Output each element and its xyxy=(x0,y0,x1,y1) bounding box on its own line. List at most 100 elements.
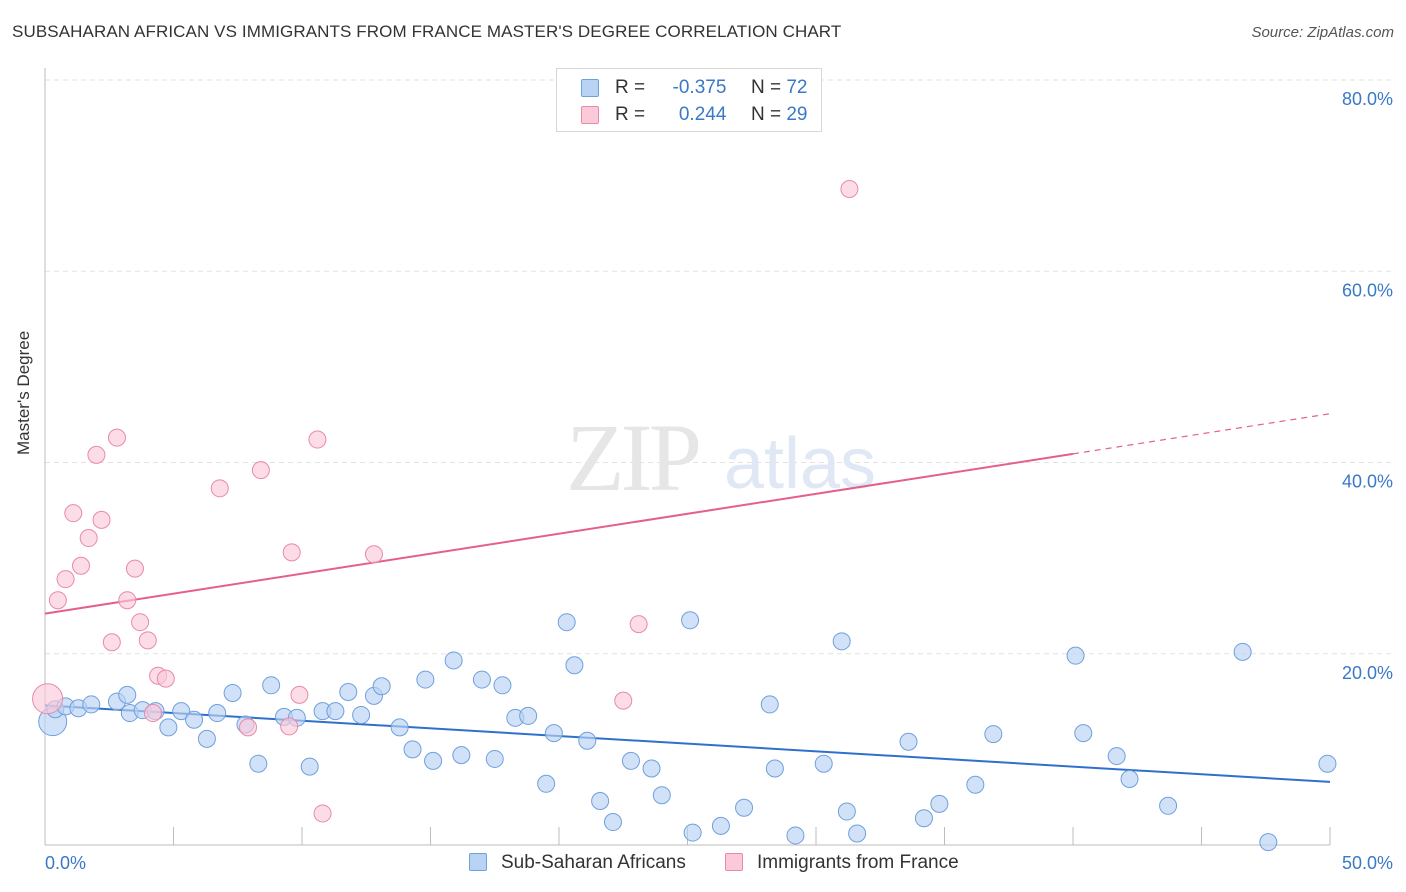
point-sub-saharan xyxy=(1120,770,1139,789)
point-france xyxy=(280,717,299,736)
point-france xyxy=(118,591,137,610)
point-sub-saharan xyxy=(372,677,391,696)
point-sub-saharan xyxy=(1259,833,1278,852)
point-sub-saharan xyxy=(814,754,833,773)
grid-lines xyxy=(45,79,1393,655)
point-sub-saharan xyxy=(681,611,700,630)
point-sub-saharan xyxy=(249,754,268,773)
point-sub-saharan xyxy=(1107,747,1126,766)
y-tick-label: 40.0% xyxy=(1342,472,1393,492)
watermark-zip: ZIP xyxy=(566,404,699,511)
point-sub-saharan xyxy=(403,740,422,759)
legend-r-value-pink: 0.244 xyxy=(678,104,727,125)
zipatlas-watermark: ZIP atlas xyxy=(566,404,876,511)
point-france xyxy=(102,633,121,652)
point-sub-saharan xyxy=(930,794,949,813)
point-france xyxy=(629,615,648,634)
point-sub-saharan xyxy=(565,656,584,675)
point-france xyxy=(138,631,157,650)
point-france xyxy=(71,556,90,575)
y-axis-label: Master's Degree xyxy=(14,330,33,455)
point-france xyxy=(87,445,106,464)
point-sub-saharan xyxy=(683,823,702,842)
point-france xyxy=(308,430,327,449)
point-sub-saharan xyxy=(786,826,805,845)
source-label: Source: ZipAtlas.com xyxy=(1251,24,1394,41)
point-sub-saharan xyxy=(832,632,851,651)
trend-line-france-projection xyxy=(1072,413,1331,455)
bottom-legend-label-pink: Immigrants from France xyxy=(757,852,959,873)
point-france xyxy=(290,685,309,704)
legend-swatch-blue xyxy=(581,79,599,97)
y-tick-label: 20.0% xyxy=(1342,663,1393,683)
point-sub-saharan xyxy=(1074,724,1093,743)
point-sub-saharan xyxy=(223,683,242,702)
point-sub-saharan xyxy=(197,729,216,748)
point-sub-saharan xyxy=(578,731,597,750)
point-sub-saharan xyxy=(544,724,563,743)
x-tick-label: 50.0% xyxy=(1342,853,1393,873)
legend-n-label: N = xyxy=(750,104,782,125)
point-france xyxy=(79,529,98,548)
point-sub-saharan xyxy=(899,732,918,751)
point-sub-saharan xyxy=(416,670,435,689)
legend-r-value-blue: -0.375 xyxy=(672,77,727,98)
trend-lines xyxy=(44,413,1331,783)
legend-r-label: R = xyxy=(615,104,646,125)
correlation-legend: R = -0.375 N = 72 R = 0.244 N = 29 xyxy=(556,68,822,132)
point-sub-saharan xyxy=(765,759,784,778)
point-sub-saharan xyxy=(82,695,101,714)
y-tick-label: 80.0% xyxy=(1342,89,1393,109)
point-sub-saharan xyxy=(172,702,191,721)
point-sub-saharan xyxy=(914,809,933,828)
legend-r-label: R = xyxy=(615,77,646,98)
point-france xyxy=(32,683,64,715)
point-france xyxy=(156,669,175,688)
point-sub-saharan xyxy=(424,751,443,770)
legend-swatch-pink xyxy=(581,106,599,124)
point-france xyxy=(210,479,229,498)
trend-line-sub-saharan xyxy=(44,704,1331,783)
y-tick-label: 60.0% xyxy=(1342,280,1393,300)
bottom-legend-label-blue: Sub-Saharan Africans xyxy=(501,852,686,873)
point-sub-saharan xyxy=(1066,646,1085,665)
point-sub-saharan xyxy=(642,759,661,778)
point-sub-saharan xyxy=(262,676,281,695)
point-france xyxy=(56,570,75,589)
point-france xyxy=(313,804,332,823)
point-sub-saharan xyxy=(1233,642,1252,661)
tick-labels: 20.0% 40.0% 60.0% 80.0% 0.0% 50.0% xyxy=(45,89,1393,873)
point-france xyxy=(239,718,258,737)
point-sub-saharan xyxy=(300,757,319,776)
point-sub-saharan xyxy=(652,786,671,805)
watermark-atlas: atlas xyxy=(724,424,876,504)
point-sub-saharan xyxy=(711,816,730,835)
bottom-legend-swatch-blue xyxy=(469,853,487,871)
point-sub-saharan xyxy=(735,798,754,817)
trend-line-france xyxy=(44,452,1074,615)
point-sub-saharan xyxy=(984,725,1003,744)
point-france xyxy=(614,691,633,710)
point-france xyxy=(364,545,383,564)
legend-n-value-blue: 72 xyxy=(786,77,808,98)
point-sub-saharan xyxy=(185,710,204,729)
point-sub-saharan xyxy=(390,718,409,737)
point-sub-saharan xyxy=(444,651,463,670)
point-sub-saharan xyxy=(760,695,779,714)
point-france xyxy=(143,704,162,723)
point-sub-saharan xyxy=(326,702,345,721)
x-tick-label: 0.0% xyxy=(45,853,86,873)
point-sub-saharan xyxy=(452,746,471,765)
point-france xyxy=(125,559,144,578)
point-sub-saharan xyxy=(1159,796,1178,815)
point-france xyxy=(840,180,859,199)
data-points xyxy=(32,180,1337,852)
legend-n-value-pink: 29 xyxy=(786,104,808,125)
point-france xyxy=(92,510,111,529)
point-sub-saharan xyxy=(339,683,358,701)
point-sub-saharan xyxy=(603,813,622,832)
point-france xyxy=(251,461,270,480)
point-france xyxy=(131,613,150,632)
point-sub-saharan xyxy=(472,670,491,689)
